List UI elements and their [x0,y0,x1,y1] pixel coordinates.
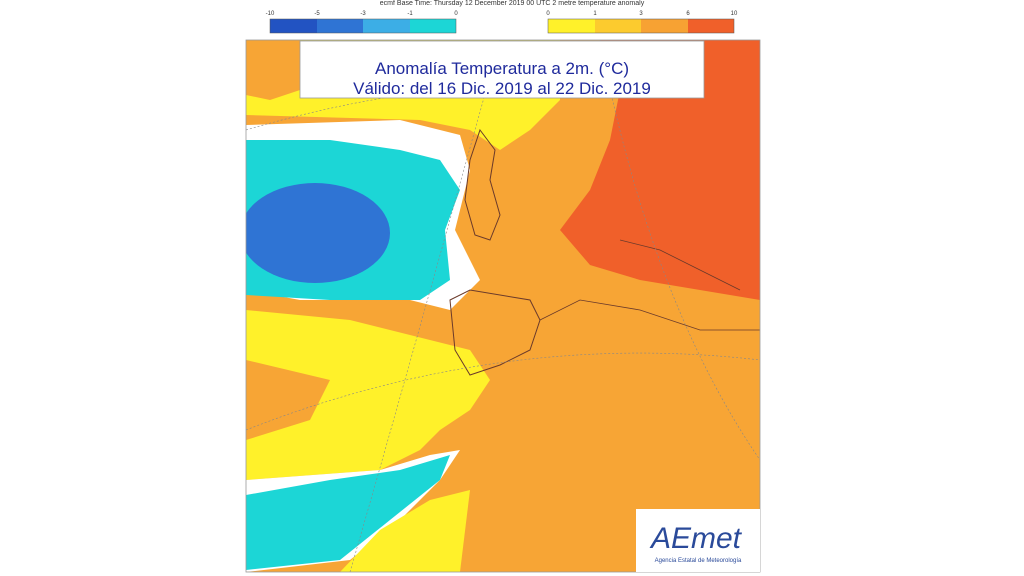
tick-label: -10 [266,11,275,17]
tick-label: 0 [546,11,550,17]
tick-label: 6 [686,11,690,17]
tick-label: -3 [360,11,366,17]
swatch [363,19,410,33]
title-background [299,40,705,99]
title-box: Anomalía Temperatura a 2m. (°C) Válido: … [299,40,705,99]
swatch [548,19,595,33]
logo-name: AEmet [649,522,743,555]
tick-label: 0 [454,11,458,17]
coastline [449,289,541,376]
tick-label: -5 [314,11,320,17]
coastline [619,239,741,291]
header: ecmf Base Time: Thursday 12 December 201… [380,0,645,7]
region-cold [246,183,390,283]
swatch [410,19,456,33]
graticule [246,40,760,572]
coastline [539,299,760,331]
logo-subtitle: Agencia Estatal de Meteorología [655,558,742,564]
tick-label: 3 [639,11,643,17]
legend: -10 -5 -3 -1 0 0 1 3 6 10 [266,11,738,34]
region-warm [246,40,300,100]
tick-label: 1 [593,11,597,17]
logo-background [636,509,760,572]
title-line: Anomalía Temperatura a 2m. (°C) [375,59,629,78]
map-border [245,39,761,573]
region-mild [340,490,470,572]
swatch [317,19,363,33]
map [245,39,761,573]
swatch [270,19,317,33]
region-mild [246,310,490,480]
coastline [464,128,501,241]
swatch [688,19,734,33]
title-line: Válido: del 16 Dic. 2019 al 22 Dic. 2019 [353,79,651,98]
swatch [641,19,688,33]
logo: AEmet Agencia Estatal de Meteorología [636,509,760,572]
swatch-border [269,18,457,34]
tick-label: 10 [731,11,738,17]
swatch [595,19,641,33]
swatch-border [547,18,735,34]
tick-label: -1 [407,11,413,17]
region-hot [560,40,760,300]
region-cool [246,455,450,570]
